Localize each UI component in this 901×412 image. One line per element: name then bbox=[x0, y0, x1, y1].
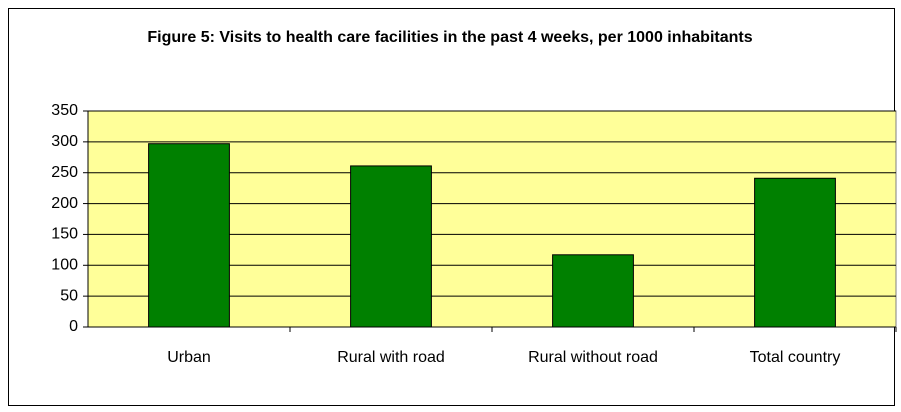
y-tick-label: 250 bbox=[51, 164, 78, 181]
x-tick-label: Urban bbox=[167, 349, 211, 366]
x-tick-label: Rural with road bbox=[337, 349, 445, 366]
x-tick-label: Total country bbox=[750, 349, 841, 366]
x-tick-label: Rural without road bbox=[528, 349, 658, 366]
bar bbox=[552, 254, 634, 328]
y-tick-label: 50 bbox=[60, 287, 78, 304]
y-tick-label: 350 bbox=[51, 102, 78, 119]
bar bbox=[350, 165, 432, 328]
y-tick-label: 300 bbox=[51, 133, 78, 150]
y-tick-label: 150 bbox=[51, 226, 78, 243]
y-tick-label: 0 bbox=[69, 318, 78, 335]
bar bbox=[148, 143, 230, 328]
y-tick-label: 100 bbox=[51, 257, 78, 274]
chart-title: Figure 5: Visits to health care faciliti… bbox=[147, 29, 753, 46]
bar bbox=[754, 177, 836, 328]
y-tick-label: 200 bbox=[51, 195, 78, 212]
